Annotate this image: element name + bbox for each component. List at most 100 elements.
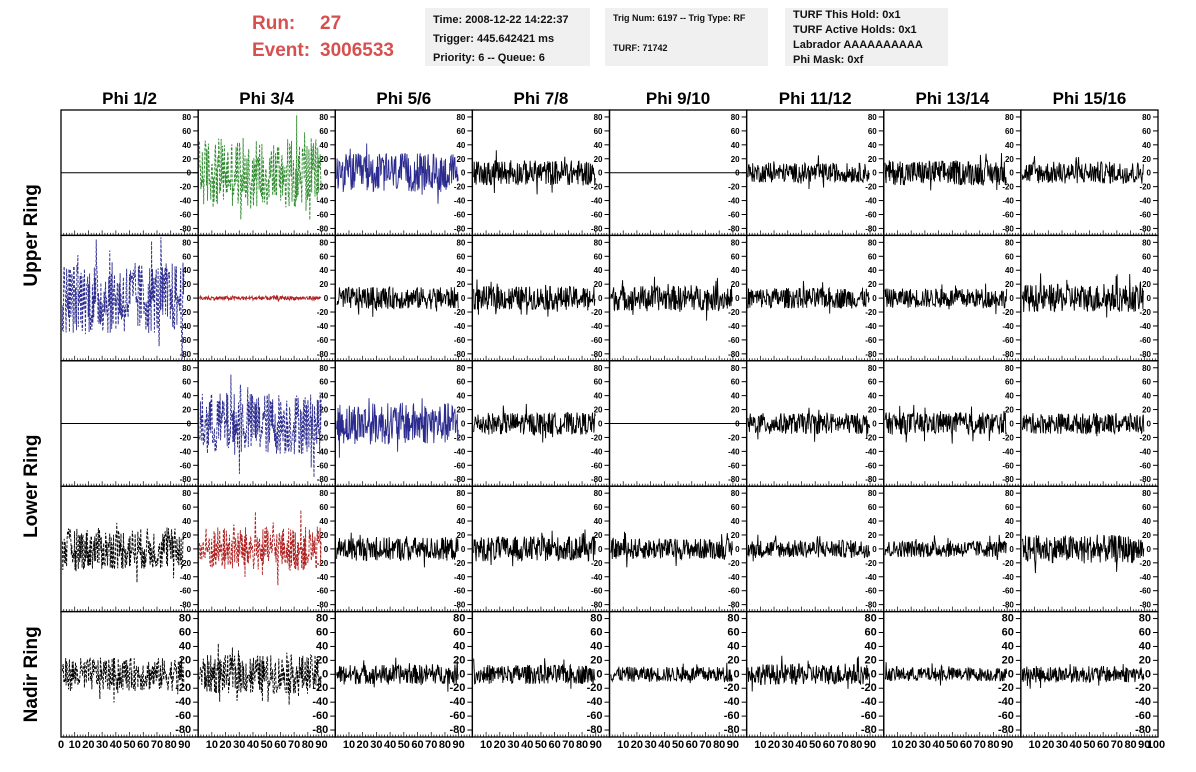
y-tick-label: -40 (587, 696, 603, 708)
y-tick-label: 60 (319, 378, 328, 387)
y-tick-label: -40 (1002, 197, 1014, 206)
y-tick-label: -40 (317, 197, 329, 206)
y-tick-label: -20 (865, 433, 877, 442)
y-tick-label: 40 (182, 517, 191, 526)
x-tick-label: 50 (535, 739, 547, 751)
waveform-trace (1021, 156, 1145, 184)
x-tick-label: 90 (727, 739, 739, 751)
y-tick-label: 40 (731, 266, 740, 275)
y-tick-label: -60 (1135, 710, 1151, 722)
y-tick-label: -40 (591, 447, 603, 456)
waveform-trace (61, 656, 185, 703)
y-tick-label: 20 (182, 531, 191, 540)
waveform-trace (747, 280, 870, 314)
x-tick-label: 80 (302, 739, 314, 751)
x-tick-label: 30 (370, 739, 382, 751)
waveform-panel: 80 60 40 20 0 -20 -40 -60 -80 (471, 360, 611, 487)
y-tick-label: 0 (1147, 545, 1152, 554)
y-tick-label: 60 (179, 627, 191, 639)
y-tick-label: -80 (998, 724, 1014, 736)
column-label: Phi 15/16 (1053, 89, 1127, 108)
y-tick-label: -40 (1139, 573, 1151, 582)
x-tick-label: 90 (453, 739, 465, 751)
y-tick-label: -40 (454, 197, 466, 206)
y-tick-label: -80 (728, 224, 740, 233)
y-tick-label: 40 (1005, 517, 1014, 526)
y-tick-label: 80 (731, 364, 740, 373)
y-tick-label: -20 (591, 433, 603, 442)
ring-label: Lower Ring (21, 434, 42, 537)
y-tick-label: 0 (1147, 420, 1152, 429)
y-tick-label: -20 (591, 559, 603, 568)
y-tick-label: -80 (317, 601, 329, 610)
y-tick-label: -40 (1002, 573, 1014, 582)
y-tick-label: -80 (865, 350, 877, 359)
y-tick-label: -20 (317, 559, 329, 568)
y-tick-label: -40 (728, 322, 740, 331)
y-tick-label: -20 (1002, 433, 1014, 442)
y-tick-label: -40 (591, 573, 603, 582)
waveform-trace (610, 662, 733, 684)
x-tick-label: 10 (480, 739, 492, 751)
y-tick-label: 20 (179, 654, 191, 666)
y-tick-label: 0 (598, 169, 603, 178)
y-tick-label: 80 (1142, 113, 1151, 122)
y-tick-label: -60 (317, 461, 329, 470)
waveform-trace (336, 398, 459, 458)
y-tick-label: -20 (454, 433, 466, 442)
y-tick-label: 80 (1002, 613, 1014, 625)
y-tick-label: -60 (865, 461, 877, 470)
y-tick-label: 0 (187, 294, 192, 303)
y-tick-label: -40 (1139, 447, 1151, 456)
y-tick-label: -80 (591, 224, 603, 233)
y-tick-label: -60 (865, 211, 877, 220)
y-tick-label: -60 (449, 710, 465, 722)
y-tick-label: 40 (590, 640, 602, 652)
x-tick-label: 80 (576, 739, 588, 751)
run-value: 27 (320, 13, 342, 34)
y-tick-label: 60 (868, 252, 877, 261)
time-text: Time: 2008-12-22 14:22:37 (433, 14, 569, 26)
x-tick-label: 90 (1138, 739, 1150, 751)
x-tick-label: 90 (1001, 739, 1013, 751)
y-tick-label: 60 (182, 127, 191, 136)
x-tick-label: 90 (315, 739, 327, 751)
y-tick-label: 80 (316, 613, 328, 625)
y-tick-label: 0 (459, 668, 465, 680)
y-tick-label: 0 (324, 545, 329, 554)
x-tick-label: 80 (165, 739, 177, 751)
waveform-panel: 80 60 40 20 0 -20 -40 -60 -80 (197, 234, 336, 362)
y-tick-label: -80 (454, 224, 466, 233)
y-tick-label: 20 (731, 531, 740, 540)
waveform-trace (199, 374, 322, 478)
y-tick-label: 40 (1002, 640, 1014, 652)
y-tick-label: 0 (734, 668, 740, 680)
y-tick-label: -80 (587, 724, 603, 736)
x-tick-label: 10 (69, 739, 81, 751)
y-tick-label: -60 (454, 461, 466, 470)
y-tick-label: 0 (322, 668, 328, 680)
x-tick-label: 50 (1083, 739, 1095, 751)
y-tick-label: -60 (175, 710, 191, 722)
y-tick-label: 0 (461, 545, 466, 554)
y-tick-label: -60 (728, 587, 740, 596)
x-tick-label: 30 (919, 739, 931, 751)
y-tick-label: -20 (1139, 308, 1151, 317)
y-tick-label: 60 (1142, 378, 1151, 387)
y-tick-label: 20 (456, 406, 465, 415)
y-tick-label: -60 (865, 587, 877, 596)
x-tick-label: 80 (439, 739, 451, 751)
y-tick-label: 80 (182, 238, 191, 247)
y-tick-label: 80 (182, 113, 191, 122)
waveform-trace (884, 404, 1008, 444)
y-tick-label: 20 (456, 531, 465, 540)
waveform-panel: 80 60 40 20 0 -20 -40 -60 -80 (883, 109, 1022, 237)
x-tick-label: 20 (768, 739, 780, 751)
y-tick-label: 60 (1005, 252, 1014, 261)
waveform-trace (336, 657, 459, 692)
waveform-panel: 80 60 40 20 0 -20 -40 -60 -80 (883, 360, 1022, 487)
y-tick-label: -60 (317, 211, 329, 220)
y-tick-label: 40 (1142, 517, 1151, 526)
column-label: Phi 13/14 (915, 89, 989, 108)
waveform-panel: 80 60 40 20 0 -20 -40 -60 -80 (745, 360, 885, 487)
